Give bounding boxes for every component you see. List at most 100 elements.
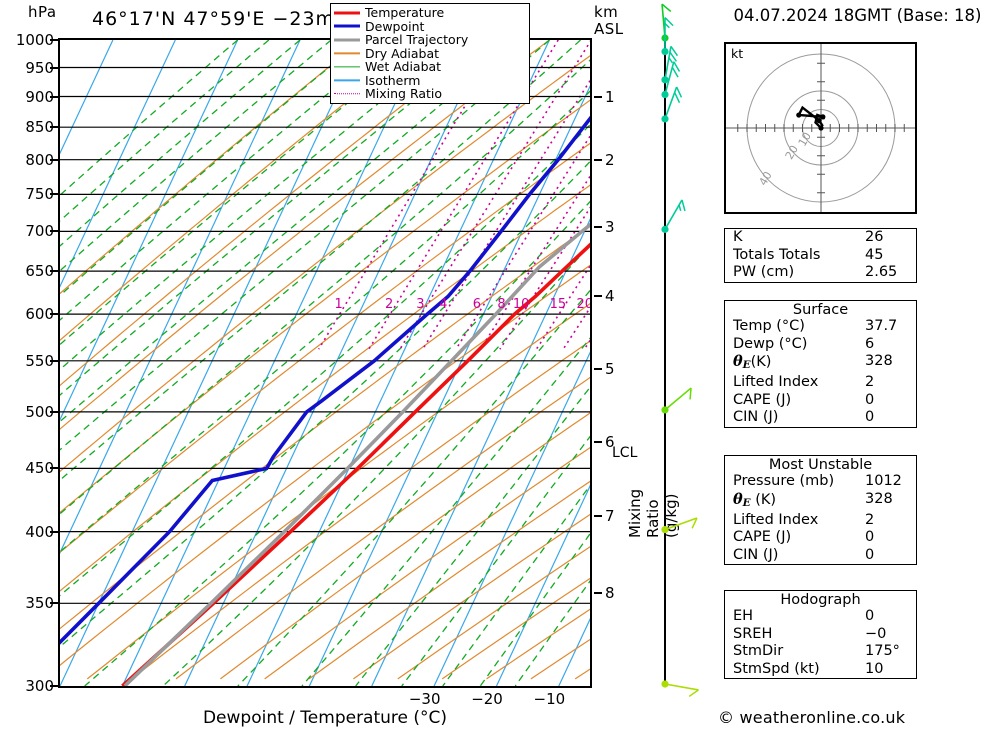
dry-adiabat-line (220, 412, 590, 680)
wet-adiabat-line (60, 40, 270, 222)
watermark: © weatheronline.co.uk (718, 708, 906, 727)
skewt-plot-svg (60, 40, 590, 686)
legend-label: Isotherm (365, 72, 421, 88)
legend-item: Dry Adiabat (334, 47, 526, 61)
info-row: SREH −0 (725, 626, 916, 644)
mixing-ratio-line (499, 206, 590, 350)
info-key: Lifted Index (733, 511, 819, 528)
pressure-tick-label: 850 (25, 118, 54, 137)
altitude-tick-label: 8 (605, 583, 615, 602)
wet-adiabat-line (237, 289, 590, 686)
info-row: CAPE (J) 0 (725, 392, 916, 410)
pressure-unit-label: hPa (28, 3, 57, 21)
pressure-tick-label: 300 (25, 677, 54, 695)
pressure-tick-mark (50, 39, 59, 41)
pressure-tick-label: 750 (25, 185, 54, 204)
pressure-tick-mark (50, 313, 59, 316)
wet-adiabat-line (479, 532, 590, 686)
info-row: K 26 (725, 229, 916, 247)
altitude-tick-mark (594, 514, 602, 517)
info-key: SREH (733, 625, 773, 642)
isotherm-line (495, 484, 590, 686)
info-key: StmSpd (kt) (733, 660, 820, 677)
wind-barb (661, 387, 692, 414)
legend-item: Wet Adiabat (334, 60, 526, 74)
temperature-curve (121, 242, 590, 686)
wind-barb (661, 45, 679, 84)
legend-label: Wet Adiabat (365, 59, 442, 75)
mixing-ratio-value-label: 8 (497, 297, 506, 313)
pressure-tick-mark (50, 158, 59, 161)
wet-adiabat-line (60, 40, 332, 272)
legend-label: Parcel Trajectory (365, 32, 469, 48)
info-key: CIN (J) (733, 546, 779, 563)
pressure-tick-mark (50, 230, 59, 233)
isotherm-line (60, 40, 363, 686)
altitude-tick-mark (594, 96, 602, 99)
dry-adiabat-line (131, 340, 590, 680)
wet-adiabat-line (60, 40, 363, 297)
info-value: 328 (865, 490, 893, 507)
hodograph-unit-label: kt (731, 46, 744, 61)
wet-adiabat-line (60, 40, 239, 197)
info-row: EH 0 (725, 608, 916, 626)
info-key: CAPE (J) (733, 391, 792, 408)
surface-box: Surface Temp (°C) 37.7 Dewp (°C) 6 θE(K) 328 Li… (724, 300, 917, 428)
wind-barb-column (640, 0, 715, 733)
mixing-ratio-value-label: 15 (549, 297, 567, 313)
wind-barb (661, 17, 674, 56)
dry-adiabat-line (264, 446, 590, 680)
info-value: 2.65 (865, 264, 898, 280)
lcl-label: LCL (612, 445, 638, 461)
legend-label: Dewpoint (365, 18, 425, 34)
isotherm-line (371, 218, 590, 686)
info-value: 26 (865, 229, 884, 245)
wind-barb (661, 517, 698, 534)
wet-adiabat-line (401, 435, 590, 686)
pressure-tick-mark (50, 467, 59, 470)
info-row: θE(K) 328 (725, 353, 916, 374)
wind-barb (661, 680, 699, 698)
wind-barb (661, 61, 681, 99)
isotherm-line (60, 40, 114, 155)
legend-item: Dewpoint (334, 20, 526, 34)
altitude-tick-label: 2 (605, 150, 615, 169)
info-row: StmDir 175° (725, 643, 916, 661)
dry-adiabat-line (486, 608, 590, 680)
legend-item: Parcel Trajectory (334, 33, 526, 47)
skewt-plot-area[interactable]: 1 2 3 4 6 8 10 15 20 (58, 38, 592, 688)
info-key: K (733, 229, 743, 245)
wet-adiabat-line (514, 580, 590, 686)
info-row: Dewp (°C) 6 (725, 336, 916, 354)
legend-label: Dry Adiabat (365, 45, 440, 61)
wet-adiabat-line (355, 386, 590, 686)
info-row: Pressure (mb) 1012 (725, 473, 916, 491)
hodograph-point (820, 114, 826, 120)
wet-adiabat-line (60, 40, 581, 481)
isotherm-line (433, 351, 590, 686)
info-value: 2 (865, 511, 875, 528)
pressure-tick-mark (50, 602, 59, 605)
info-key: PW (cm) (733, 264, 795, 280)
hodograph-trace (796, 105, 824, 129)
dry-adiabat-line (60, 184, 590, 592)
info-key: StmDir (733, 643, 784, 659)
pressure-tick-label: 400 (25, 522, 54, 541)
info-value: 0 (865, 409, 875, 426)
mixing-ratio-value-label: 6 (472, 297, 481, 313)
altitude-tick-mark (594, 225, 602, 228)
run-title: 04.07.2024 18GMT (Base: 18) (733, 6, 982, 25)
dry-adiabat-line (397, 546, 590, 680)
pressure-tick-label: 350 (25, 594, 54, 613)
x-axis-title: Dewpoint / Temperature (°C) (202, 708, 448, 728)
dry-adiabat-line (353, 513, 590, 680)
wet-adiabat-line (60, 40, 519, 423)
hodograph-plot[interactable]: 10 20 40 kt (724, 42, 917, 214)
dewpoint-curve (60, 115, 590, 645)
temperature-tick-label: −10 (533, 690, 566, 708)
wet-adiabat-line (60, 40, 394, 321)
pressure-tick-label: 600 (25, 305, 54, 324)
pressure-tick-mark (50, 359, 59, 362)
